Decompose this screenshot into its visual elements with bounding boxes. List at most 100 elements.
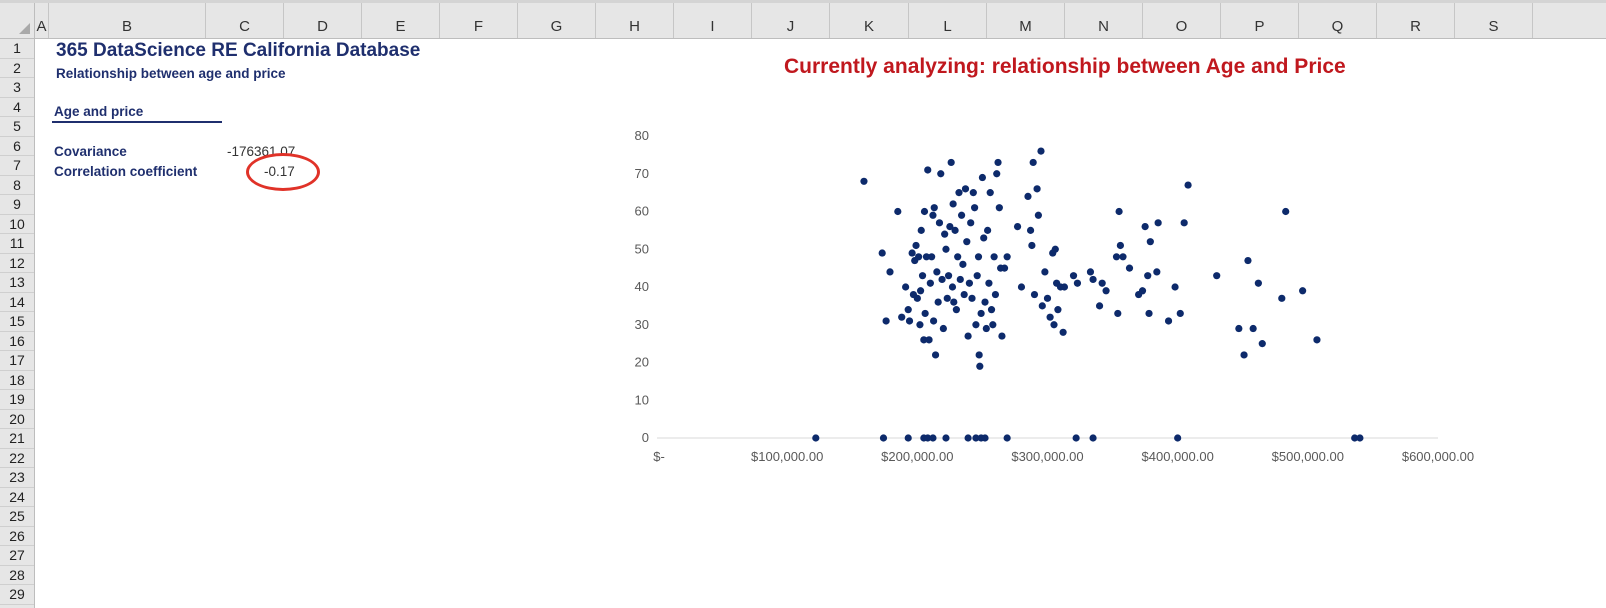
column-header-q[interactable]: Q: [1299, 3, 1377, 38]
column-header-n[interactable]: N: [1065, 3, 1143, 38]
column-header-r[interactable]: R: [1377, 3, 1455, 38]
scatter-chart[interactable]: 0 10 20 30 40 50 60 70 80 $- $100,000.00 $200,000.0…: [620, 120, 1500, 480]
data-point: [1154, 219, 1162, 227]
row-header-1[interactable]: 1: [0, 39, 34, 59]
column-header-s[interactable]: S: [1455, 3, 1533, 38]
data-point: [908, 249, 916, 257]
data-point: [960, 290, 968, 299]
column-header-l[interactable]: L: [909, 3, 987, 38]
sheet-subtitle[interactable]: Relationship between age and price: [56, 66, 286, 81]
row-header-5[interactable]: 5: [0, 117, 34, 137]
data-point: [941, 230, 949, 238]
data-point: [954, 253, 962, 261]
data-point: [984, 226, 992, 234]
column-header-e[interactable]: E: [362, 3, 440, 38]
y-tick-label: 20: [635, 355, 649, 370]
row-header-8[interactable]: 8: [0, 176, 34, 195]
data-point: [1258, 340, 1266, 348]
column-header-a[interactable]: A: [35, 3, 49, 38]
row-header-3[interactable]: 3: [0, 78, 34, 98]
row-header-15[interactable]: 15: [0, 312, 34, 332]
row-header-18[interactable]: 18: [0, 371, 34, 390]
row-header-27[interactable]: 27: [0, 546, 34, 566]
data-point: [1112, 253, 1121, 261]
y-tick-label: 30: [635, 317, 649, 332]
select-all-triangle-icon: [19, 23, 30, 34]
y-tick-label: 80: [635, 128, 649, 143]
data-point: [1051, 245, 1059, 253]
x-tick-label: $-: [653, 449, 665, 464]
row-header-9[interactable]: 9: [0, 195, 34, 215]
row-header-17[interactable]: 17: [0, 351, 34, 371]
column-header-b[interactable]: B: [49, 3, 206, 38]
column-header-p[interactable]: P: [1221, 3, 1299, 38]
column-header-i[interactable]: I: [674, 3, 752, 38]
data-point: [1116, 241, 1124, 250]
row-header-29[interactable]: 29: [0, 585, 34, 605]
row-header-25[interactable]: 25: [0, 507, 34, 527]
ribbon-edge: [0, 0, 1606, 3]
row-header-12[interactable]: 12: [0, 254, 34, 273]
correlation-label[interactable]: Correlation coefficient: [54, 164, 198, 179]
select-all-button[interactable]: [0, 3, 35, 39]
data-point: [905, 317, 914, 325]
row-header-19[interactable]: 19: [0, 390, 34, 410]
data-point: [981, 434, 989, 442]
data-point: [1069, 272, 1078, 280]
y-tick-label: 40: [635, 279, 649, 294]
data-point: [949, 200, 957, 208]
column-header-g[interactable]: G: [518, 3, 596, 38]
column-header-f[interactable]: F: [440, 3, 518, 38]
row-header-13[interactable]: 13: [0, 273, 34, 293]
y-tick-label: 60: [635, 204, 649, 219]
column-header-h[interactable]: H: [596, 3, 674, 38]
row-header-26[interactable]: 26: [0, 527, 34, 546]
data-point: [1030, 290, 1039, 299]
data-point: [918, 272, 927, 280]
analyzing-banner[interactable]: Currently analyzing: relationship betwee…: [784, 55, 1346, 78]
data-point: [985, 279, 993, 287]
column-header-m[interactable]: M: [987, 3, 1065, 38]
y-tick-label: 0: [642, 430, 649, 445]
sheet-title[interactable]: 365 DataScience RE California Database: [56, 40, 421, 61]
data-point: [882, 317, 890, 325]
data-point: [967, 219, 975, 227]
row-header-2[interactable]: 2: [0, 59, 34, 78]
covariance-label[interactable]: Covariance: [54, 144, 127, 159]
data-point: [1060, 283, 1069, 291]
data-point: [1033, 185, 1041, 193]
row-header-20[interactable]: 20: [0, 410, 34, 429]
data-point: [1098, 279, 1106, 287]
data-point: [1146, 238, 1154, 246]
row-header-4[interactable]: 4: [0, 98, 34, 117]
row-header-6[interactable]: 6: [0, 137, 34, 156]
row-header-10[interactable]: 10: [0, 215, 34, 234]
row-header-7[interactable]: 7: [0, 156, 34, 176]
data-point: [987, 306, 996, 314]
column-header-o[interactable]: O: [1143, 3, 1221, 38]
data-point: [974, 253, 983, 261]
row-header-24[interactable]: 24: [0, 488, 34, 507]
column-header-k[interactable]: K: [830, 3, 909, 38]
data-point: [956, 275, 964, 284]
data-point: [930, 204, 938, 212]
column-header-d[interactable]: D: [284, 3, 362, 38]
row-header-14[interactable]: 14: [0, 293, 34, 312]
y-tick-label: 70: [635, 166, 649, 181]
data-point: [981, 298, 989, 306]
data-point: [1089, 275, 1097, 284]
row-header-11[interactable]: 11: [0, 234, 34, 254]
row-header-28[interactable]: 28: [0, 566, 34, 585]
column-header-c[interactable]: C: [206, 3, 284, 38]
data-point: [971, 204, 979, 212]
row-header-23[interactable]: 23: [0, 468, 34, 488]
data-point: [957, 211, 966, 219]
data-point: [950, 298, 958, 306]
section-heading[interactable]: Age and price: [54, 104, 144, 119]
data-point: [902, 283, 910, 291]
row-header-21[interactable]: 21: [0, 429, 34, 449]
row-header-22[interactable]: 22: [0, 449, 34, 468]
row-header-16[interactable]: 16: [0, 332, 34, 351]
data-point: [942, 245, 950, 253]
column-header-j[interactable]: J: [752, 3, 830, 38]
